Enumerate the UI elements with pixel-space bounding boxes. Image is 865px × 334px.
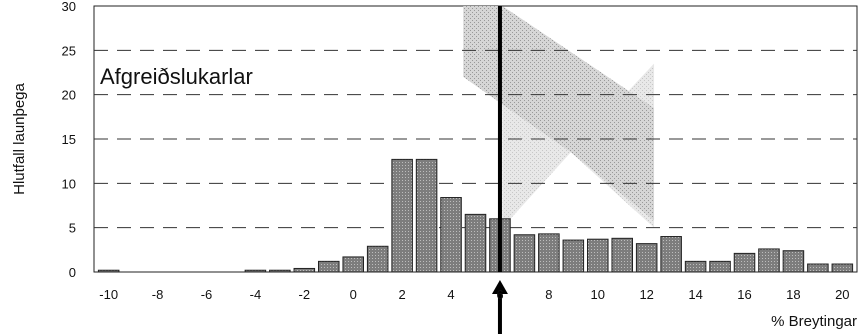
bar	[342, 256, 364, 273]
reference-marker	[491, 6, 508, 334]
x-axis-label: % Breytingar	[771, 313, 857, 330]
x-tick-label: 4	[447, 287, 454, 302]
bar	[366, 245, 389, 273]
bar	[97, 269, 120, 273]
bar	[464, 213, 487, 273]
plot-area	[93, 5, 858, 334]
x-tick-label: 0	[350, 287, 357, 302]
x-tick-label: 2	[399, 287, 406, 302]
y-tick-label: 15	[62, 132, 76, 147]
y-tick-label: 0	[69, 265, 76, 280]
bar	[391, 158, 413, 273]
bar	[758, 248, 780, 273]
bar	[635, 243, 658, 273]
x-tick-label: -2	[299, 287, 311, 302]
x-tick-label: 16	[737, 287, 751, 302]
bar	[513, 234, 536, 273]
y-axis-label: Hlutfall launþega	[11, 82, 28, 194]
shade-lower	[463, 6, 655, 228]
x-tick-label: 12	[639, 287, 653, 302]
x-tick-label: -8	[152, 287, 164, 302]
confidence-shading	[463, 6, 655, 228]
bar	[317, 260, 340, 273]
x-tick-label: 14	[688, 287, 702, 302]
x-tick-label: -10	[99, 287, 118, 302]
y-tick-label: 25	[62, 43, 76, 58]
x-tick-label: 8	[545, 287, 552, 302]
bar	[611, 237, 634, 273]
bar	[269, 269, 291, 273]
bar	[660, 236, 682, 273]
bar	[733, 252, 756, 273]
chart-title: Afgreiðslukarlar	[100, 64, 253, 89]
y-tick-label: 10	[62, 176, 76, 191]
x-tick-labels: -10 -8 -6 -4 -2 0 2 4 6 8 10 12 14 16 18 20	[99, 287, 849, 302]
x-tick-label: 10	[591, 287, 605, 302]
bar	[782, 250, 805, 273]
x-tick-label: -4	[250, 287, 262, 302]
bar	[293, 267, 316, 273]
bar	[440, 197, 462, 273]
x-tick-label: 18	[786, 287, 800, 302]
x-tick-label: 6	[496, 287, 503, 302]
y-tick-label: 20	[62, 88, 76, 103]
bar	[587, 238, 609, 273]
y-tick-label: 30	[62, 0, 76, 14]
bar	[831, 263, 854, 273]
bar	[709, 260, 731, 273]
bar	[684, 260, 707, 273]
x-tick-label: 20	[835, 287, 849, 302]
bar	[562, 239, 585, 273]
y-tick-labels: 0 5 10 15 20 25 30	[62, 0, 76, 280]
bar	[538, 233, 560, 273]
bar	[244, 269, 267, 273]
x-tick-label: -6	[201, 287, 213, 302]
bar	[807, 263, 829, 273]
bars	[97, 158, 854, 273]
marker-arrow-head	[491, 280, 508, 294]
y-tick-label: 5	[69, 221, 76, 236]
bar	[415, 158, 438, 273]
